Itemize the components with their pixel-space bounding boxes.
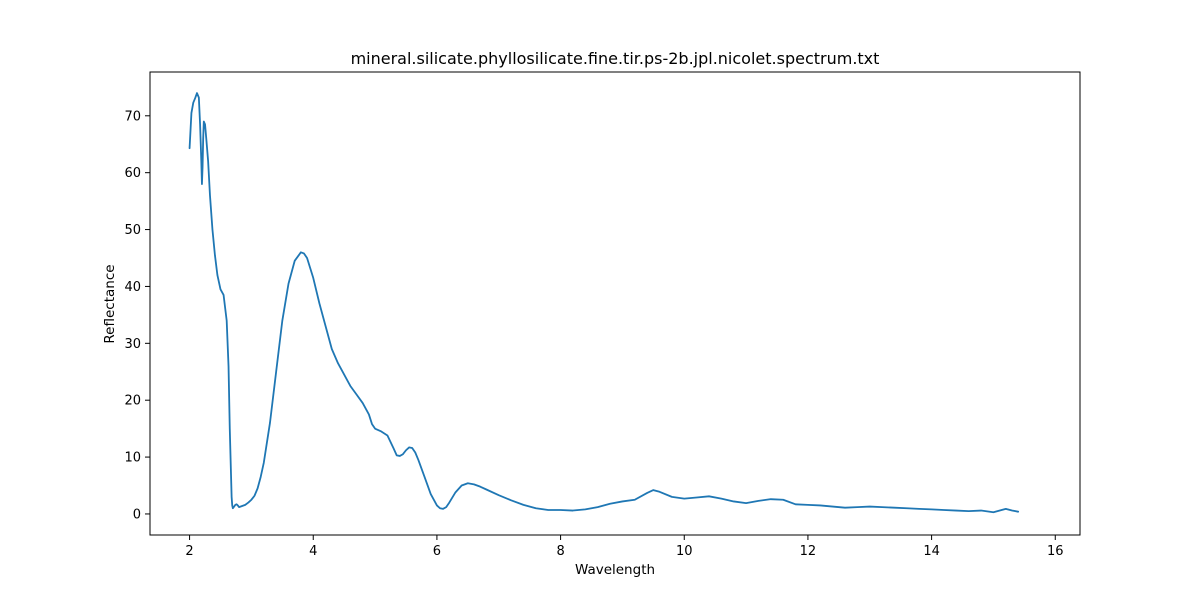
- y-axis-title: Reflectance: [102, 264, 118, 343]
- x-tick-label: 2: [185, 544, 193, 559]
- x-tick-label: 6: [433, 544, 441, 559]
- plot-content: [188, 92, 1020, 514]
- y-tick-label: 20: [124, 394, 141, 409]
- plot-frame: [149, 71, 1081, 536]
- y-axis: 0 10 20 30 40 50 60 70: [124, 109, 150, 522]
- x-axis: 2 4 6 8 10 12 14 16: [185, 535, 1064, 559]
- series-line-0: [188, 92, 1020, 514]
- y-tick-label: 50: [124, 223, 141, 238]
- y-tick-label: 70: [124, 109, 141, 124]
- x-tick-label: 8: [556, 544, 564, 559]
- x-tick-label: 14: [923, 544, 940, 559]
- y-tick-label: 10: [124, 451, 141, 466]
- x-tick-label: 16: [1047, 544, 1064, 559]
- y-tick-label: 40: [124, 280, 141, 295]
- x-tick-label: 12: [800, 544, 817, 559]
- x-axis-title: Wavelength: [575, 562, 655, 578]
- x-tick-label: 10: [676, 544, 693, 559]
- y-tick-label: 30: [124, 337, 141, 352]
- y-tick-label: 60: [124, 166, 141, 181]
- y-tick-label: 0: [133, 507, 141, 522]
- x-tick-label: 4: [309, 544, 317, 559]
- chart-title: mineral.silicate.phyllosilicate.fine.tir…: [351, 49, 880, 68]
